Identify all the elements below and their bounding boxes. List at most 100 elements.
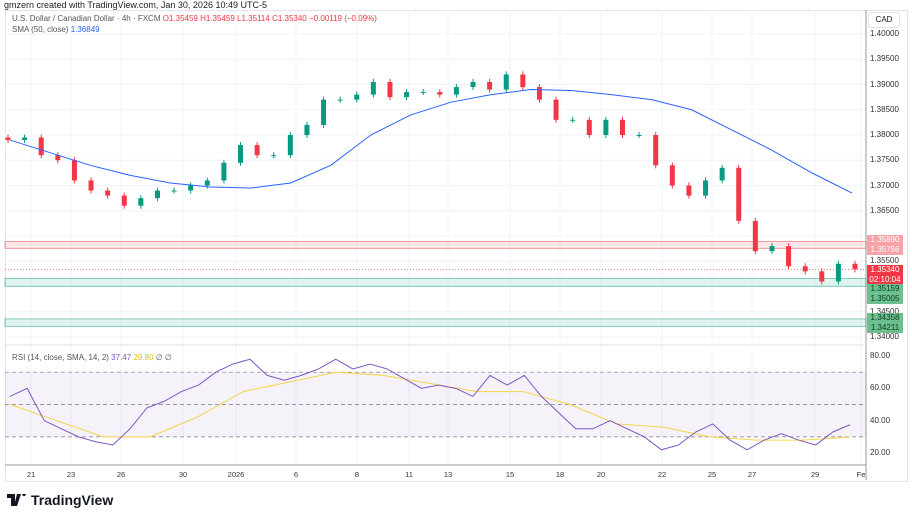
price-tag-green1-bottom: 1.35005 — [867, 294, 903, 304]
candle-body — [719, 167, 725, 181]
time-axis-label: 20 — [596, 470, 606, 479]
tradingview-logo-icon — [7, 494, 26, 506]
time-axis-label: 22 — [657, 470, 667, 479]
candle-body — [752, 220, 758, 252]
candle-body — [686, 185, 692, 196]
time-axis-label: 30 — [178, 470, 188, 479]
candle-body — [470, 81, 476, 88]
candle-body — [603, 119, 609, 135]
candle-body — [736, 167, 742, 221]
candle-body — [38, 137, 44, 156]
rsi-axis-label: 80.00 — [870, 351, 891, 360]
time-axis-label: 13 — [443, 470, 453, 479]
candle-body — [337, 99, 343, 101]
price-axis-label: 1.35500 — [870, 256, 899, 266]
candle-body — [703, 180, 709, 196]
price-axis-label: 1.38000 — [870, 130, 899, 139]
sma-label: SMA (50, close) — [12, 25, 69, 34]
price-tag-countdown: 02:10:04 — [867, 275, 903, 285]
price-tag-red-zone-bottom: 1.35756 — [867, 245, 903, 255]
rsi-sma-line — [9, 371, 851, 441]
candle-body — [287, 135, 293, 156]
candle-body — [138, 198, 144, 206]
candle-body — [852, 263, 858, 270]
price-axis-label: 1.34000 — [870, 332, 899, 341]
candle-body — [669, 165, 675, 186]
rsi-extra-2: ∅ — [164, 353, 172, 362]
candle-body — [387, 81, 393, 98]
candle-body — [520, 74, 526, 88]
candle-body — [453, 87, 459, 95]
price-axis-label: 1.34500 — [870, 306, 899, 316]
rsi-axis-label: 40.00 — [870, 415, 891, 425]
rsi-axis-label: 20.00 — [870, 448, 891, 458]
candle-body — [653, 135, 659, 166]
candle-body — [154, 190, 160, 199]
candle-body — [321, 99, 327, 125]
candle-body — [769, 246, 775, 252]
time-axis-label: 25 — [707, 470, 717, 479]
time-axis-label: 26 — [116, 470, 126, 479]
candle-body — [5, 137, 11, 141]
time-axis-label: 15 — [505, 470, 515, 479]
time-axis-label: Fe — [856, 470, 866, 479]
candle-body — [105, 190, 111, 196]
chart-frame — [5, 10, 908, 482]
candle-body — [238, 145, 244, 163]
rsi-legend[interactable]: RSI (14, close, SMA, 14, 2) 37.47 29.80 … — [12, 353, 172, 362]
time-axis-label: 27 — [747, 470, 757, 479]
support-zone-2 — [4, 318, 867, 327]
price-tag-green2-top: 1.34358 — [867, 313, 903, 323]
price-tag-green2-bottom: 1.34211 — [867, 323, 903, 333]
candle-body — [437, 92, 443, 95]
rsi-sma-value: 29.80 — [133, 353, 154, 362]
candle-body — [619, 119, 625, 135]
candle-body — [636, 135, 642, 136]
candle-body — [553, 99, 559, 120]
candle-body — [370, 81, 376, 95]
candle-body — [802, 266, 808, 272]
candle-body — [55, 155, 61, 161]
price-tag-green1-top: 1.35159 — [867, 284, 903, 294]
price-tag-red-zone-top: 1.35890 — [867, 235, 903, 245]
rsi-value: 37.47 — [111, 353, 132, 362]
time-axis-label: 18 — [555, 470, 565, 479]
symbol-legend: U.S. Dollar / Canadian Dollar · 4h · FXC… — [12, 14, 377, 23]
candle-body — [304, 124, 310, 135]
tradingview-logo: TradingView — [7, 492, 113, 508]
sma-legend[interactable]: SMA (50, close) 1.36849 — [12, 25, 100, 34]
support-zone-1 — [4, 278, 867, 287]
price-axis-label: 1.36500 — [870, 205, 899, 215]
candle-body — [71, 160, 77, 181]
candle-body — [254, 145, 260, 156]
candle-body — [487, 81, 493, 90]
sma-value: 1.36849 — [70, 25, 100, 34]
price-tag-last-price: 1.35340 — [867, 265, 903, 275]
candle-body — [819, 271, 825, 282]
candle-body — [570, 119, 576, 121]
ohlc-close: C1.35340 — [272, 14, 307, 23]
symbol-title: U.S. Dollar / Canadian Dollar · 4h · FXC… — [12, 14, 161, 23]
price-axis-label: 1.39500 — [870, 54, 899, 64]
price-axis-label: 1.38500 — [870, 104, 899, 114]
candle-body — [835, 263, 841, 282]
rsi-label: RSI (14, close, SMA, 14, 2) — [12, 353, 109, 362]
price-axis-label: 1.37000 — [870, 180, 899, 190]
chart-credit: gmzern created with TradingView.com, Jan… — [4, 0, 267, 10]
time-axis-label: 2026 — [227, 470, 245, 479]
rsi-extra-1: ∅ — [155, 353, 163, 362]
time-axis-label: 6 — [293, 470, 299, 479]
candle-body — [354, 94, 360, 100]
candle-body — [271, 155, 277, 157]
rsi-line — [9, 358, 851, 451]
ohlc-open: O1.35459 — [162, 14, 198, 23]
ohlc-low: L1.35114 — [237, 14, 270, 23]
candle-body — [88, 180, 94, 191]
price-axis-label: 1.37500 — [870, 155, 899, 165]
rsi-axis-label: 60.00 — [870, 383, 891, 393]
currency-button[interactable]: CAD — [868, 12, 900, 28]
candle-body — [221, 162, 227, 181]
candle-body — [204, 180, 210, 186]
candle-body — [420, 92, 426, 94]
